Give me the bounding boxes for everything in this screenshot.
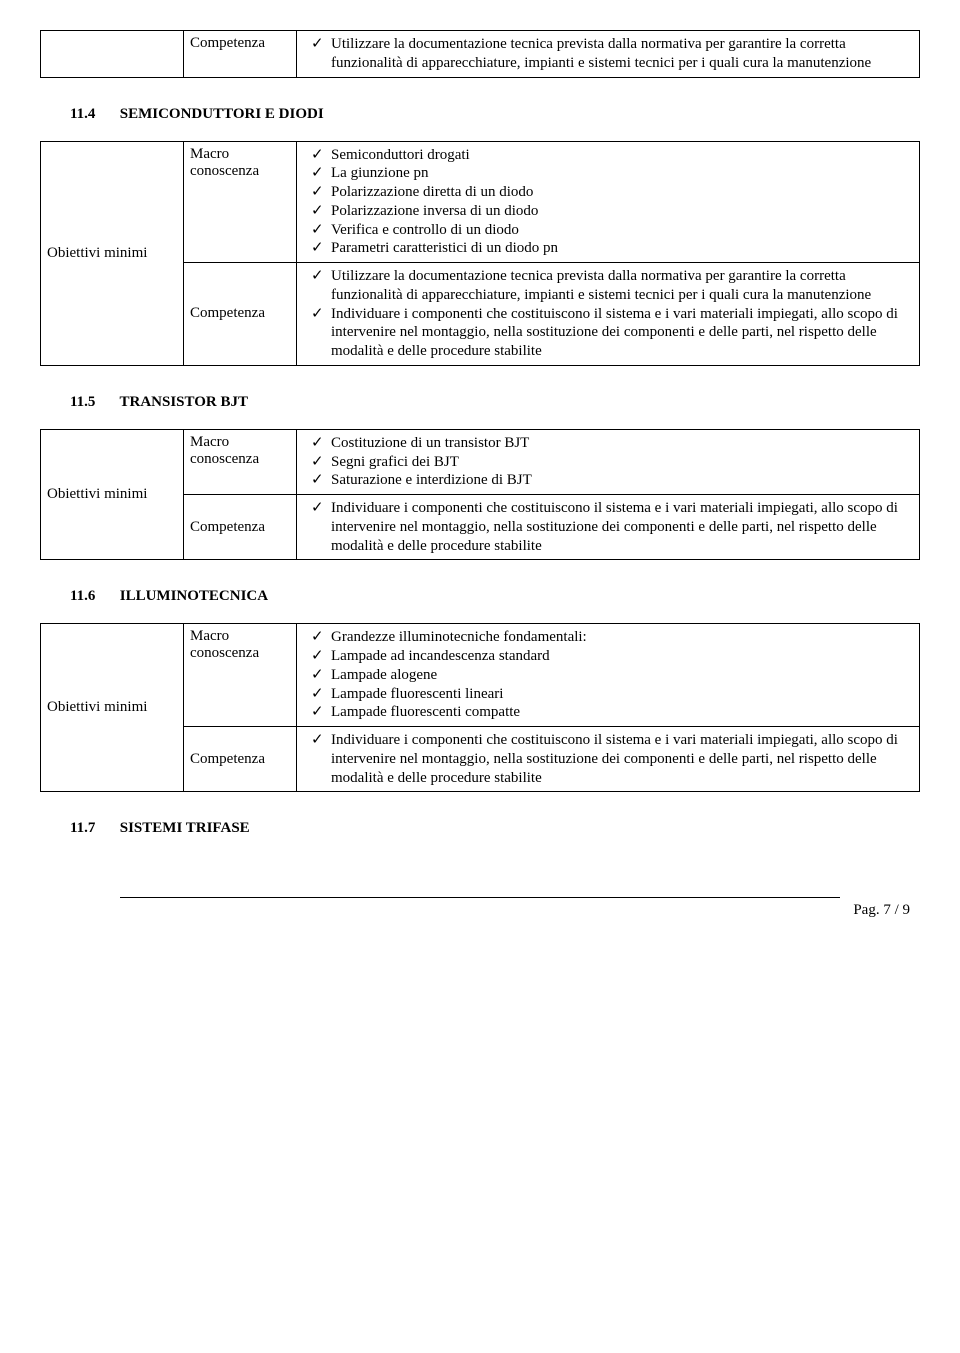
heading-number: 11.7 bbox=[70, 820, 116, 837]
macro-conoscenza-content: Semiconduttori drogati La giunzione pn P… bbox=[297, 141, 920, 263]
heading-title: TRANSISTOR BJT bbox=[119, 394, 248, 410]
list-item: Costituzione di un transistor BJT bbox=[331, 434, 913, 453]
competenza-content: Utilizzare la documentazione tecnica pre… bbox=[297, 263, 920, 366]
obiettivi-minimi-cell: Obiettivi minimi bbox=[41, 429, 184, 560]
heading-11-7: 11.7 SISTEMI TRIFASE bbox=[70, 820, 920, 837]
competenza-label: Competenza bbox=[184, 727, 297, 792]
list-item: Semiconduttori drogati bbox=[331, 146, 913, 165]
macro-conoscenza-label: Macro conoscenza bbox=[184, 624, 297, 727]
heading-number: 11.6 bbox=[70, 588, 116, 605]
competenza-label: Competenza bbox=[184, 495, 297, 560]
top-table: Competenza Utilizzare la documentazione … bbox=[40, 30, 920, 78]
list-item: Lampade fluorescenti lineari bbox=[331, 685, 913, 704]
competenza-content: Individuare i componenti che costituisco… bbox=[297, 495, 920, 560]
macro-conoscenza-label: Macro conoscenza bbox=[184, 429, 297, 494]
list-item: Verifica e controllo di un diodo bbox=[331, 221, 913, 240]
list-item: Lampade alogene bbox=[331, 666, 913, 685]
list-item: Utilizzare la documentazione tecnica pre… bbox=[331, 267, 913, 305]
list-item: Polarizzazione diretta di un diodo bbox=[331, 183, 913, 202]
list-item: Saturazione e interdizione di BJT bbox=[331, 471, 913, 490]
competenza-content: Individuare i componenti che costituisco… bbox=[297, 727, 920, 792]
macro-conoscenza-content: Grandezze illuminotecniche fondamentali:… bbox=[297, 624, 920, 727]
obiettivi-minimi-cell: Obiettivi minimi bbox=[41, 141, 184, 365]
heading-11-6: 11.6 ILLUMINOTECNICA bbox=[70, 588, 920, 605]
list-item: Individuare i componenti che costituisco… bbox=[331, 305, 913, 361]
list-item: Utilizzare la documentazione tecnica pre… bbox=[331, 35, 913, 73]
list-item: Individuare i componenti che costituisco… bbox=[331, 499, 913, 555]
obiettivi-minimi-cell: Obiettivi minimi bbox=[41, 624, 184, 792]
macro-conoscenza-content: Costituzione di un transistor BJT Segni … bbox=[297, 429, 920, 494]
top-competenza-label: Competenza bbox=[184, 31, 297, 78]
list-item: La giunzione pn bbox=[331, 164, 913, 183]
page-number: Pag. 7 / 9 bbox=[40, 902, 920, 919]
heading-number: 11.5 bbox=[70, 394, 116, 411]
heading-title: SISTEMI TRIFASE bbox=[120, 820, 250, 836]
footer-rule bbox=[120, 897, 840, 898]
top-competenza-content: Utilizzare la documentazione tecnica pre… bbox=[297, 31, 920, 78]
macro-conoscenza-label: Macro conoscenza bbox=[184, 141, 297, 263]
heading-title: ILLUMINOTECNICA bbox=[120, 588, 268, 604]
heading-number: 11.4 bbox=[70, 106, 116, 123]
heading-title: SEMICONDUTTORI E DIODI bbox=[120, 106, 324, 122]
list-item: Parametri caratteristici di un diodo pn bbox=[331, 239, 913, 258]
list-item: Individuare i componenti che costituisco… bbox=[331, 731, 913, 787]
list-item: Grandezze illuminotecniche fondamentali: bbox=[331, 628, 913, 647]
list-item: Segni grafici dei BJT bbox=[331, 453, 913, 472]
table-11-4: Obiettivi minimi Macro conoscenza Semico… bbox=[40, 141, 920, 366]
list-item: Lampade ad incandescenza standard bbox=[331, 647, 913, 666]
competenza-label: Competenza bbox=[184, 263, 297, 366]
top-empty-cell bbox=[41, 31, 184, 78]
list-item: Polarizzazione inversa di un diodo bbox=[331, 202, 913, 221]
table-11-6: Obiettivi minimi Macro conoscenza Grande… bbox=[40, 623, 920, 792]
heading-11-4: 11.4 SEMICONDUTTORI E DIODI bbox=[70, 106, 920, 123]
heading-11-5: 11.5 TRANSISTOR BJT bbox=[70, 394, 920, 411]
table-11-5: Obiettivi minimi Macro conoscenza Costit… bbox=[40, 429, 920, 561]
list-item: Lampade fluorescenti compatte bbox=[331, 703, 913, 722]
